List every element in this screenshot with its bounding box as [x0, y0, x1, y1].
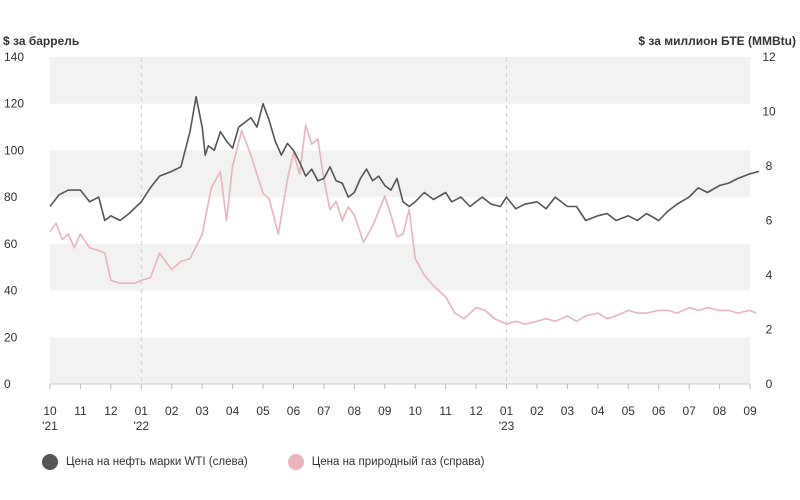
x-tick-month: 05 — [256, 404, 270, 418]
y-tick-right: 12 — [762, 50, 776, 64]
x-tick-month: 11 — [74, 404, 87, 418]
legend-label-gas: Цена на природный газ (справа) — [311, 456, 485, 468]
x-tick-year: '23 — [499, 419, 515, 433]
x-tick-month: 10 — [43, 404, 57, 418]
y-tick-left: 80 — [4, 190, 18, 204]
y-tick-left: 120 — [4, 97, 24, 111]
legend-item-wti[interactable]: Цена на нефть марки WTI (слева) — [42, 454, 248, 470]
y-tick-right: 6 — [766, 214, 773, 228]
x-tick-month: 10 — [409, 404, 423, 418]
y-tick-right: 2 — [766, 323, 773, 337]
x-tick-month: 05 — [622, 404, 636, 418]
x-tick-month: 08 — [713, 404, 727, 418]
x-tick-month: 07 — [317, 404, 331, 418]
wti-price-line — [49, 95, 760, 222]
grid-band — [50, 57, 750, 104]
x-tick-month: 09 — [378, 404, 392, 418]
x-tick-month: 01 — [135, 404, 149, 418]
legend-swatch-gas — [287, 454, 304, 470]
x-tick-month: 01 — [500, 404, 514, 418]
right-axis-title: $ за миллион БТЕ (MMBtu) — [638, 34, 796, 48]
y-tick-right: 4 — [766, 268, 773, 282]
y-tick-left: 140 — [4, 50, 24, 64]
y-tick-left: 0 — [4, 377, 11, 391]
x-tick-month: 09 — [743, 404, 757, 418]
x-tick-month: 03 — [561, 404, 575, 418]
x-tick-month: 03 — [195, 404, 209, 418]
x-tick-month: 04 — [226, 404, 240, 418]
x-tick-year: '21 — [42, 419, 58, 433]
y-tick-right: 8 — [766, 159, 773, 173]
y-tick-left: 20 — [4, 330, 18, 344]
x-tick-month: 06 — [287, 404, 301, 418]
grid-band — [50, 243, 750, 291]
x-tick-month: 12 — [104, 404, 118, 418]
left-axis-title: $ за баррель — [3, 34, 80, 48]
x-tick-month: 07 — [682, 404, 696, 418]
y-tick-left: 100 — [4, 143, 24, 157]
gas-price-line — [49, 124, 757, 325]
x-tick-month: 02 — [165, 404, 179, 418]
x-tick-month: 04 — [591, 404, 605, 418]
chart-legend: Цена на нефть марки WTI (слева) Цена на … — [42, 454, 525, 470]
legend-item-gas[interactable]: Цена на природный газ (справа) — [287, 454, 485, 470]
y-tick-right: 10 — [762, 105, 776, 119]
y-tick-left: 40 — [4, 284, 18, 298]
legend-swatch-wti — [42, 454, 58, 470]
x-tick-month: 08 — [348, 404, 362, 418]
x-tick-month: 12 — [469, 404, 483, 418]
y-tick-right: 0 — [766, 377, 773, 391]
x-tick-month: 02 — [530, 404, 544, 418]
grid-band — [50, 337, 750, 384]
y-tick-left: 60 — [4, 237, 18, 251]
x-tick-month: 11 — [439, 404, 452, 418]
x-tick-year: '22 — [133, 419, 149, 433]
legend-label-wti: Цена на нефть марки WTI (слева) — [66, 456, 248, 468]
x-tick-month: 06 — [652, 404, 666, 418]
